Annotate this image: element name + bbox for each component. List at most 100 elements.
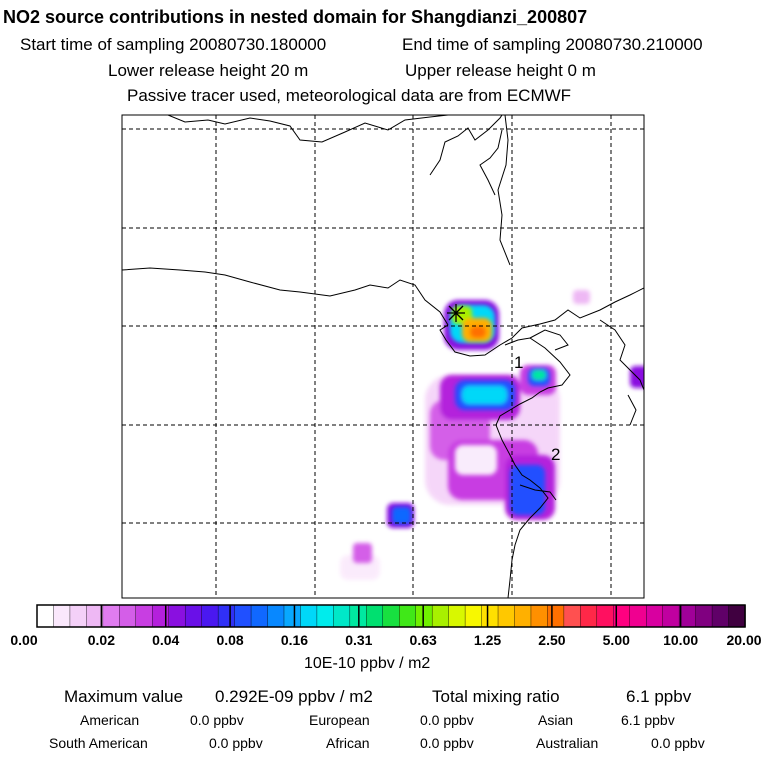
colorbar-cell	[300, 604, 318, 628]
colorbar-cell	[646, 604, 664, 628]
eastern-border	[497, 115, 511, 266]
colorbar-cell	[283, 604, 302, 628]
colorbar-tick-label: 0.63	[409, 632, 437, 648]
colorbar-cell	[497, 604, 516, 628]
colorbar-border	[36, 604, 746, 628]
field-blue-4	[392, 507, 411, 524]
colorbar-cell	[711, 604, 730, 628]
region-name: South American	[49, 735, 148, 751]
colorbar-cell	[530, 604, 549, 628]
colorbar-cell	[53, 604, 71, 628]
colorbar-cell	[333, 604, 351, 628]
map-title: NO2 source contributions in nested domai…	[3, 7, 588, 27]
max-value-label: Maximum value	[64, 687, 184, 706]
region-name: European	[309, 712, 370, 728]
colorbar-cell	[448, 604, 466, 628]
southern-border-mongolia	[122, 267, 449, 326]
colorbar-cell	[119, 604, 137, 628]
shandong-coast	[519, 484, 557, 501]
colorbar-cell	[481, 604, 499, 628]
colorbar-cell	[415, 604, 433, 628]
colorbar-cell	[267, 604, 285, 628]
tracer-note: Passive tracer used, meteorological data…	[127, 86, 572, 105]
colorbar	[36, 604, 746, 628]
colorbar-tick-label: 0.04	[152, 632, 180, 648]
colorbar-tick-label: 2.50	[538, 632, 566, 648]
total-mixing-value: 6.1 ppbv	[626, 687, 692, 706]
field-hole	[455, 445, 497, 475]
northern-border	[167, 115, 449, 143]
region-value: 6.1 ppbv	[621, 712, 675, 728]
field-purple-8	[573, 290, 590, 304]
northern-border-2	[429, 115, 503, 176]
colorbar-cell	[563, 604, 582, 628]
colorbar-cell	[217, 604, 236, 628]
region-name: Australian	[536, 735, 599, 751]
region-name: Asian	[538, 712, 574, 728]
field-purple-9	[630, 366, 644, 388]
coastlines	[122, 115, 644, 598]
colorbar-cell	[382, 604, 400, 628]
colorbar-tick-label: 0.00	[10, 632, 38, 648]
colorbar-cell	[596, 604, 614, 628]
field-cyan-1	[462, 386, 507, 404]
region-name: African	[326, 735, 370, 751]
colorbar-cell	[678, 604, 697, 628]
korea-coast	[599, 319, 644, 391]
colorbar-cell	[102, 604, 121, 628]
colorbar-cell	[316, 604, 335, 628]
upper-release-height: Upper release height 0 m	[405, 61, 596, 80]
colorbar-cell	[366, 604, 384, 628]
colorbar-tick-label: 0.02	[87, 632, 115, 648]
colorbar-cell	[431, 604, 450, 628]
field-blue-3	[510, 465, 545, 515]
colorbar-cell	[250, 604, 269, 628]
coast-east	[495, 337, 571, 598]
map-frame-bg	[122, 115, 644, 598]
colorbar-cell	[135, 604, 153, 628]
colorbar-cell	[201, 604, 219, 628]
colorbar-cell	[514, 604, 532, 628]
region-value: 0.0 ppbv	[190, 712, 244, 728]
colorbar-cell	[464, 604, 483, 628]
colorbar-tick-label: 0.31	[345, 632, 373, 648]
region-value: 0.0 ppbv	[651, 735, 705, 751]
region-name: American	[80, 712, 140, 728]
map-frame	[121, 114, 645, 599]
colorbar-cell	[662, 604, 680, 628]
hotspot-red	[470, 326, 486, 338]
colorbar-major-ticks	[100, 605, 682, 627]
korea-coast-south	[627, 394, 637, 426]
map-label-1: 1	[514, 353, 523, 372]
start-time: Start time of sampling 20080730.180000	[20, 35, 327, 54]
field-cyan-2	[532, 370, 546, 380]
region-value: 0.0 ppbv	[420, 712, 474, 728]
colorbar-cell	[629, 604, 647, 628]
inner-border	[479, 129, 503, 196]
colorbar-cell	[695, 604, 713, 628]
colorbar-cell	[580, 604, 598, 628]
colorbar-unit: 10E-10 ppbv / m2	[304, 655, 431, 672]
colorbar-tick-label: 10.00	[663, 632, 699, 648]
colorbar-tick-label: 0.16	[280, 632, 309, 648]
colorbar-cell	[399, 604, 417, 628]
lower-release-height: Lower release height 20 m	[108, 61, 309, 80]
colorbar-cell	[36, 604, 55, 628]
map-label-2: 2	[551, 445, 560, 464]
colorbar-cell	[184, 604, 203, 628]
colorbar-tick-label: 5.00	[602, 632, 630, 648]
colorbar-tick-label: 1.25	[473, 632, 502, 648]
coast-bohai-north	[439, 287, 644, 357]
colorbar-tick-label: 20.00	[726, 632, 762, 648]
end-time: End time of sampling 20080730.210000	[402, 35, 703, 54]
region-value: 0.0 ppbv	[209, 735, 263, 751]
receptor-star-icon	[447, 304, 465, 322]
colorbar-cell	[234, 604, 252, 628]
max-value: 0.292E-09 ppbv / m2	[215, 687, 373, 706]
field-purple-7	[353, 543, 372, 563]
colorbar-cell	[547, 604, 565, 628]
colorbar-cell	[728, 604, 746, 628]
colorbar-cell	[152, 604, 170, 628]
liaodong	[529, 329, 569, 351]
